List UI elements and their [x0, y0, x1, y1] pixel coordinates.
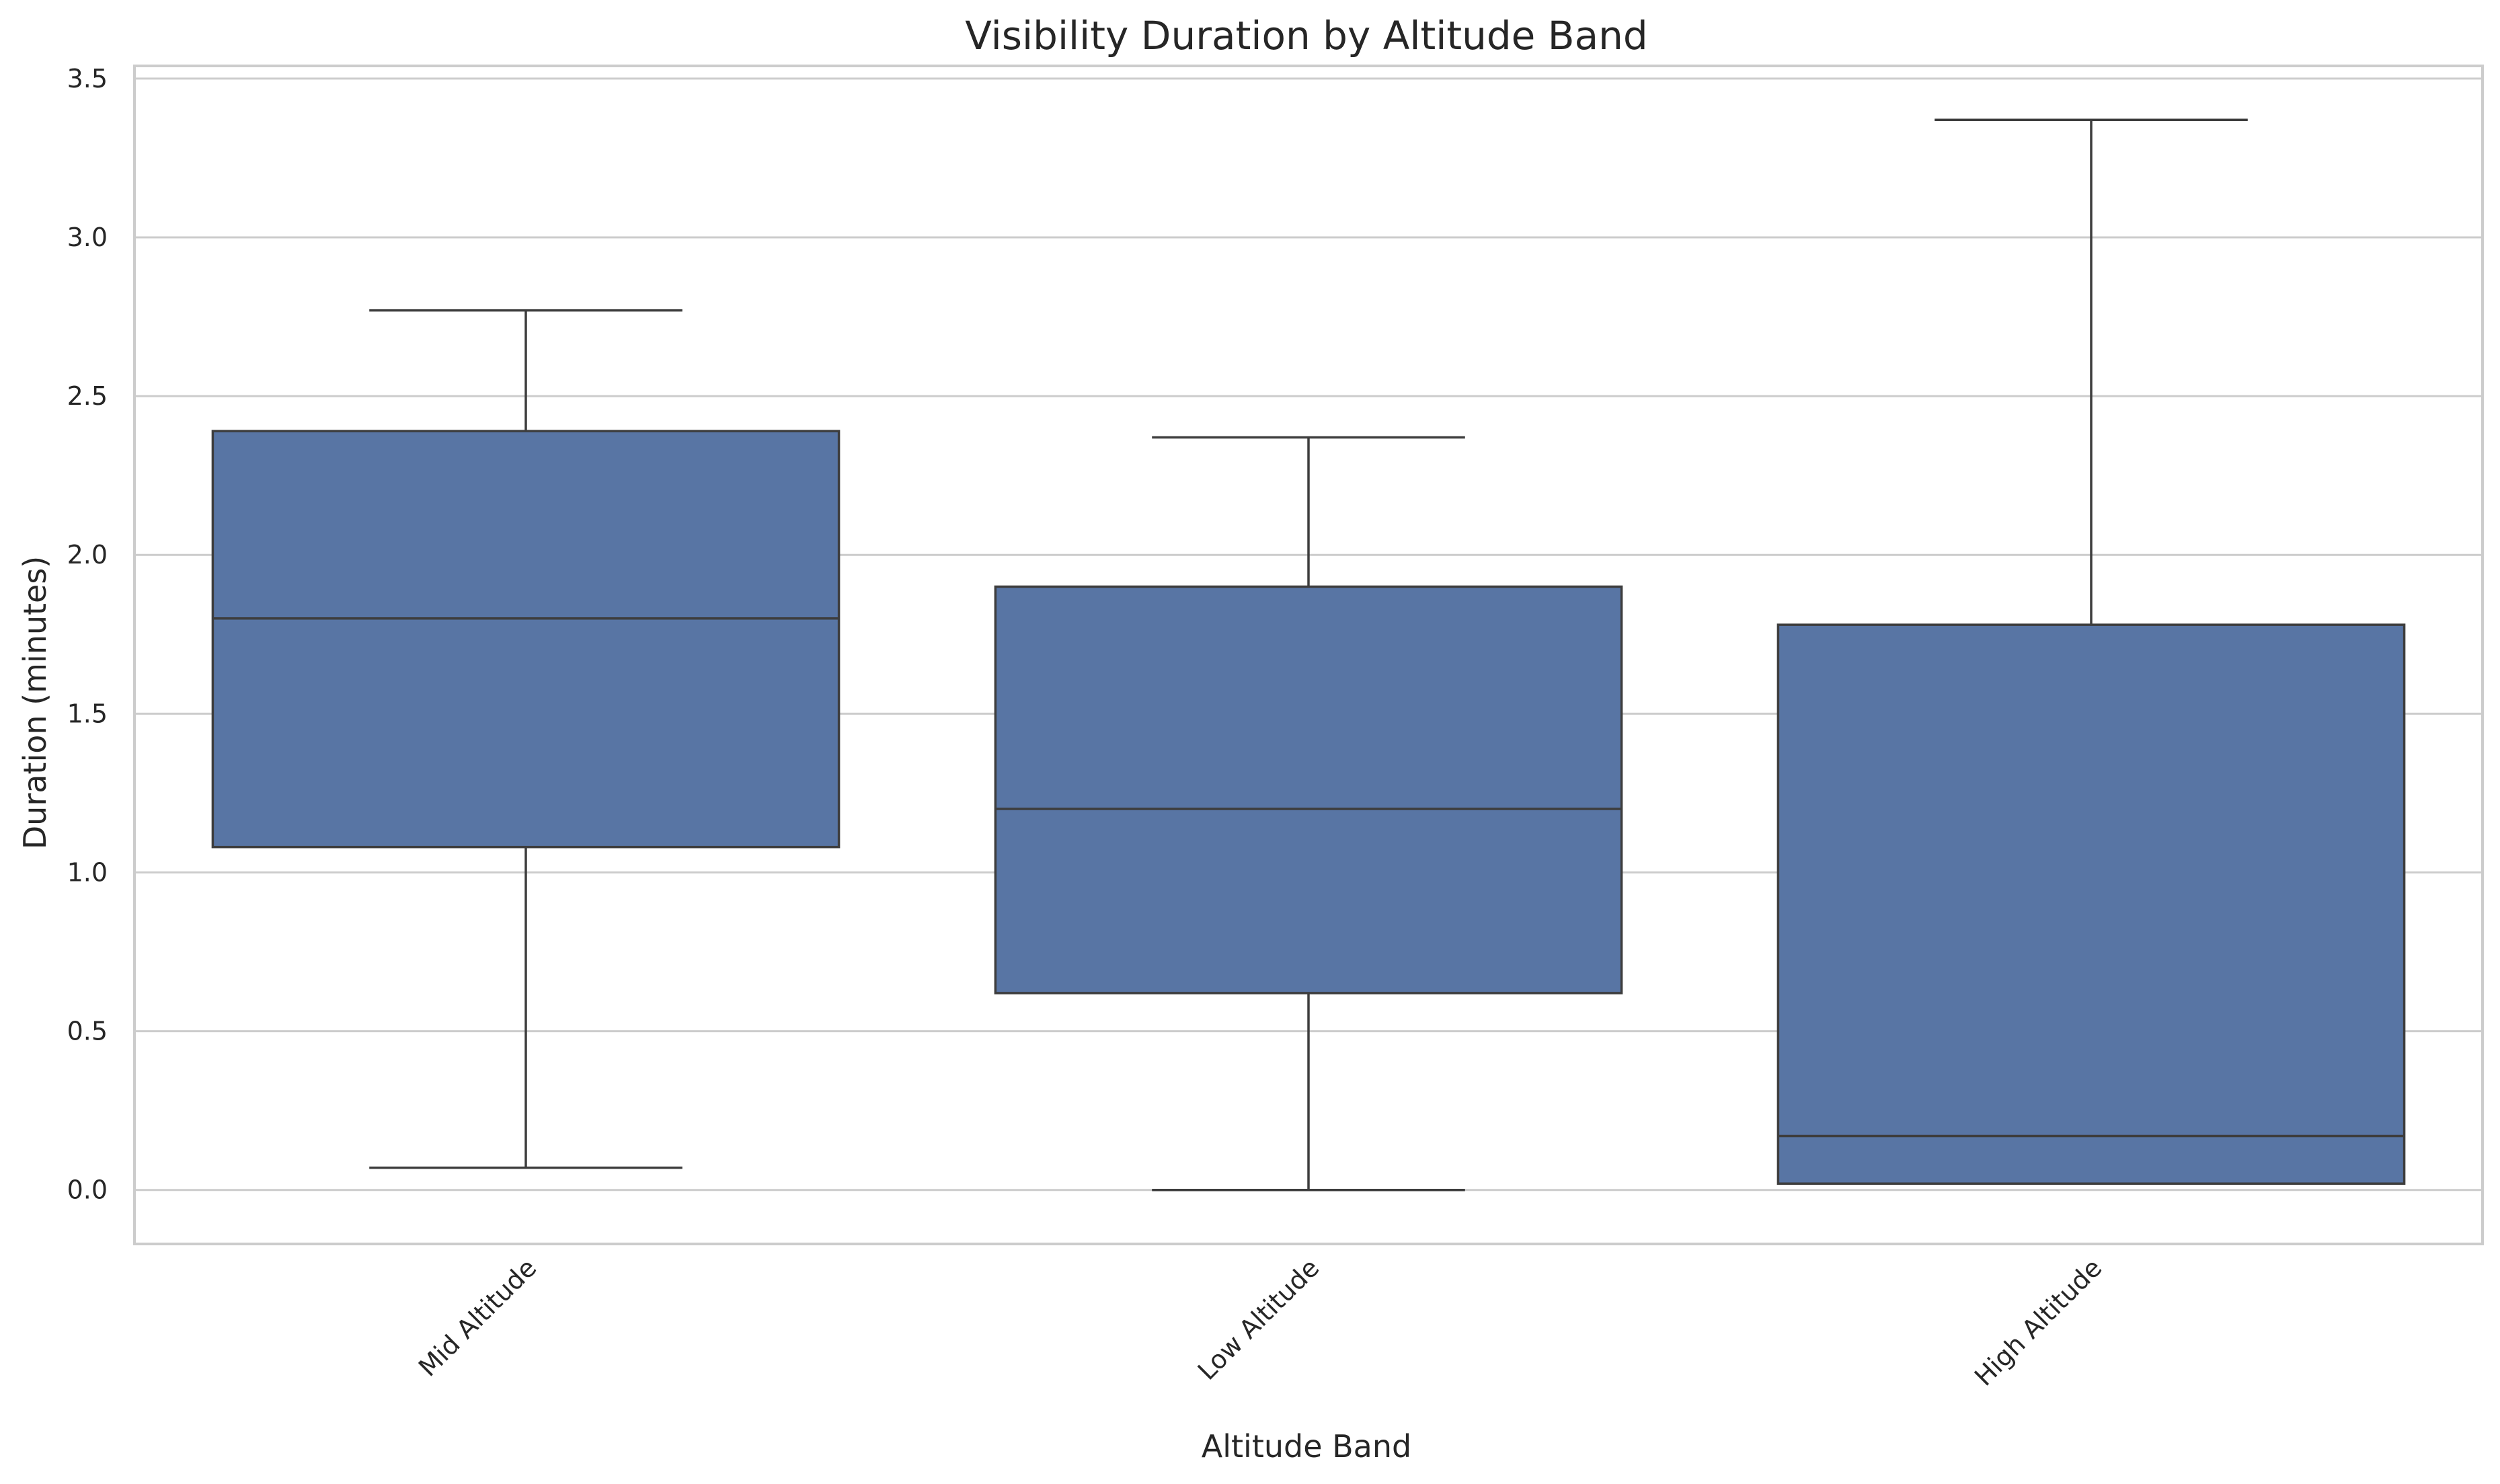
y-tick-label: 1.0 — [67, 857, 108, 887]
x-tick-label: Mid Altitude — [413, 1253, 542, 1382]
iqr-box — [994, 585, 1623, 994]
iqr-box — [1776, 623, 2406, 1185]
y-tick-label: 2.5 — [67, 381, 108, 411]
box-series — [211, 118, 2406, 1192]
y-axis-label: Duration (minutes) — [17, 556, 53, 850]
box-group — [994, 436, 1623, 1192]
x-tick-label: Low Altitude — [1192, 1253, 1325, 1386]
chart-title: Visibility Duration by Altitude Band — [965, 13, 1647, 58]
y-tick-label: 0.5 — [67, 1017, 108, 1046]
plot-frame — [133, 65, 2484, 1245]
box-group — [1776, 118, 2406, 1185]
x-axis-label: Altitude Band — [1202, 1428, 1411, 1465]
y-tick-label: 3.5 — [67, 64, 108, 93]
box-group — [211, 309, 841, 1169]
y-tick-label: 1.5 — [67, 699, 108, 728]
plot-border — [133, 65, 2484, 1245]
y-tick-label: 0.0 — [67, 1175, 108, 1205]
y-tick-label: 3.0 — [67, 223, 108, 252]
x-axis-ticks: Mid Altitude Low Altitude High Altitude — [413, 1253, 2107, 1391]
y-axis-ticks: 0.0 0.5 1.0 1.5 2.0 2.5 3.0 3.5 — [67, 64, 108, 1205]
y-tick-label: 2.0 — [67, 540, 108, 570]
x-tick-label: High Altitude — [1969, 1253, 2107, 1391]
iqr-box — [211, 430, 841, 849]
